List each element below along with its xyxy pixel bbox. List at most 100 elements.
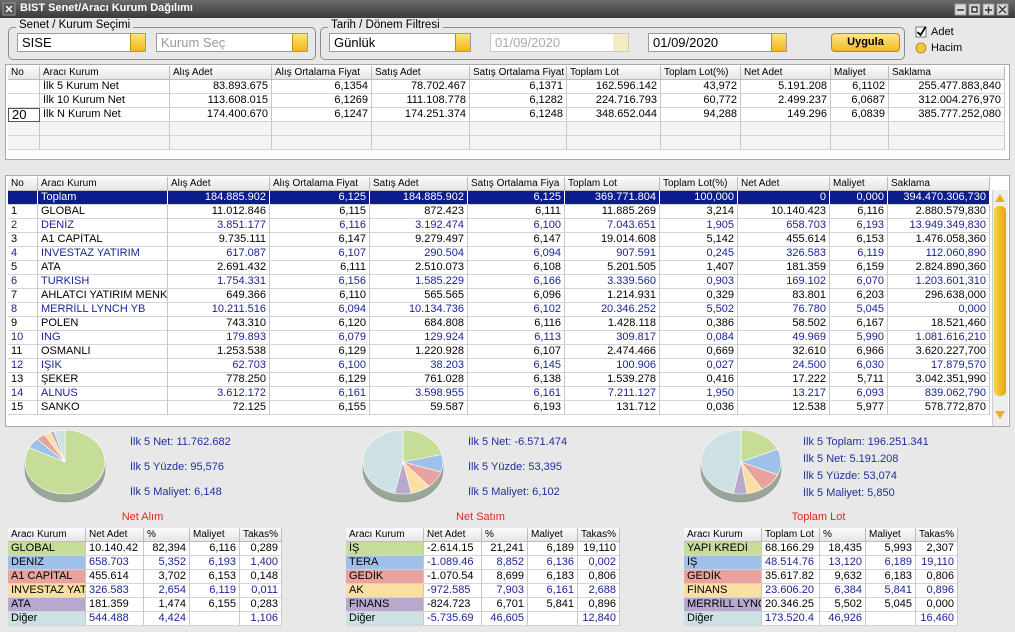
column-header: Satış Adet — [370, 177, 468, 191]
table-cell: 5,502 — [660, 303, 738, 317]
table-cell: 6,203 — [830, 289, 888, 303]
table-cell: 1.220.928 — [370, 345, 468, 359]
pie-slice — [740, 461, 763, 494]
table-cell: 3.042.351,990 — [888, 373, 990, 387]
apply-button[interactable]: Uygula — [831, 33, 900, 52]
table-cell: Diğer — [8, 612, 86, 626]
table-cell: 6,145 — [468, 359, 565, 373]
scroll-down[interactable] — [995, 411, 1005, 419]
table-cell: 565.565 — [370, 289, 468, 303]
broker-select[interactable]: Kurum Seç — [156, 33, 308, 52]
column-header: Net Adet — [86, 528, 144, 542]
stat-text: İlk 5 Maliyet: 6,148 — [130, 486, 222, 498]
table-cell: 11.885.269 — [565, 205, 660, 219]
table-cell: 4,424 — [144, 612, 190, 626]
table-cell: 24.500 — [738, 359, 830, 373]
table-cell: -824.723 — [424, 598, 482, 612]
table-cell: 839.062,790 — [888, 387, 990, 401]
table-cell: OSMANLI — [38, 345, 168, 359]
table-cell: GLOBAL — [38, 205, 168, 219]
dropdown-button[interactable] — [771, 34, 786, 51]
empty-cell — [470, 122, 567, 136]
table-cell: 6,100 — [270, 359, 370, 373]
table-cell: 6,129 — [270, 373, 370, 387]
radio[interactable] — [915, 42, 927, 54]
dropdown-button[interactable] — [455, 34, 470, 51]
table-cell: 6,030 — [830, 359, 888, 373]
table-cell: 12.538 — [738, 401, 830, 415]
table-cell — [866, 612, 916, 626]
table-cell: 0,896 — [578, 598, 620, 612]
table-cell: 1.754.331 — [168, 275, 270, 289]
table-cell: 9 — [8, 317, 38, 331]
table-cell: 6,1354 — [272, 80, 372, 94]
empty-cell — [567, 122, 661, 136]
table-cell: 312.004.276,970 — [889, 94, 1005, 108]
checkbox[interactable] — [915, 26, 927, 38]
table-cell: 6,108 — [468, 261, 565, 275]
table-cell: 1,950 — [660, 387, 738, 401]
column-header: Aracı Kurum — [40, 66, 170, 80]
period-select[interactable]: Günlük — [329, 33, 471, 52]
table-cell: 1,106 — [240, 612, 282, 626]
table-cell: 60,772 — [661, 94, 741, 108]
table-cell: 6,079 — [270, 331, 370, 345]
table-cell: 83.893.675 — [170, 80, 272, 94]
table-cell: 6,147 — [270, 233, 370, 247]
pie-side — [700, 461, 782, 503]
table-cell: SANKO — [38, 401, 168, 415]
table-cell: 290.504 — [370, 247, 468, 261]
table-cell: 100,000 — [660, 191, 738, 205]
table-cell: 1.585.229 — [370, 275, 468, 289]
title-bar — [0, 0, 1015, 18]
table-cell: 385.777.252,080 — [889, 108, 1005, 122]
table-cell: 0,386 — [660, 317, 738, 331]
table-cell: 0,036 — [660, 401, 738, 415]
column-header: Alış Adet — [170, 66, 272, 80]
column-header: Takas% — [240, 528, 282, 542]
table-cell: 6,116 — [468, 317, 565, 331]
table-cell: 0,289 — [240, 542, 282, 556]
table-cell: Toplam — [38, 191, 168, 205]
table-cell: 872.423 — [370, 205, 468, 219]
table-cell: 6,153 — [830, 233, 888, 247]
table-cell: -2.614.15 — [424, 542, 482, 556]
table-cell: 10.211.516 — [168, 303, 270, 317]
table-cell: 6,107 — [468, 345, 565, 359]
table-cell: 6,107 — [270, 247, 370, 261]
table-cell: 658.703 — [738, 219, 830, 233]
pie-slice — [402, 461, 442, 487]
scroll-up[interactable] — [995, 194, 1005, 202]
table-cell: 0,000 — [916, 598, 958, 612]
n-input[interactable]: 20 — [8, 108, 40, 122]
table-cell: 184.885.902 — [370, 191, 468, 205]
dropdown-button[interactable] — [292, 34, 307, 51]
table-cell: 6,193 — [830, 219, 888, 233]
table-cell: 32.610 — [738, 345, 830, 359]
column-header: Aracı Kurum — [684, 528, 762, 542]
table-cell: 6,1371 — [470, 80, 567, 94]
end-date[interactable]: 01/09/2020 — [648, 33, 787, 52]
table-cell: 6,0687 — [831, 94, 889, 108]
table-cell: 10 — [8, 331, 38, 345]
table-cell: IŞIK — [38, 359, 168, 373]
table-cell: 62.703 — [168, 359, 270, 373]
dropdown-button[interactable] — [130, 34, 145, 51]
table-cell: 58.502 — [738, 317, 830, 331]
table-cell: 2 — [8, 219, 38, 233]
column-header: Alış Ortalama Fiyat — [272, 66, 372, 80]
table-cell: 82,394 — [144, 542, 190, 556]
table-cell: 113.608.015 — [170, 94, 272, 108]
table-cell: 17.879,570 — [888, 359, 990, 373]
table-cell: AHLATCI YATIRIM MENK — [38, 289, 168, 303]
table-cell: 1.476.058,360 — [888, 233, 990, 247]
table-cell: 6,125 — [270, 191, 370, 205]
table-cell: 6,138 — [468, 373, 565, 387]
table-cell: 6,183 — [866, 570, 916, 584]
table-cell: 617.087 — [168, 247, 270, 261]
table-cell: 5,977 — [830, 401, 888, 415]
symbol-select[interactable]: SISE — [17, 33, 146, 52]
table-cell: 1.214.931 — [565, 289, 660, 303]
scroll-thumb[interactable] — [994, 206, 1006, 396]
column-header: No — [8, 177, 38, 191]
